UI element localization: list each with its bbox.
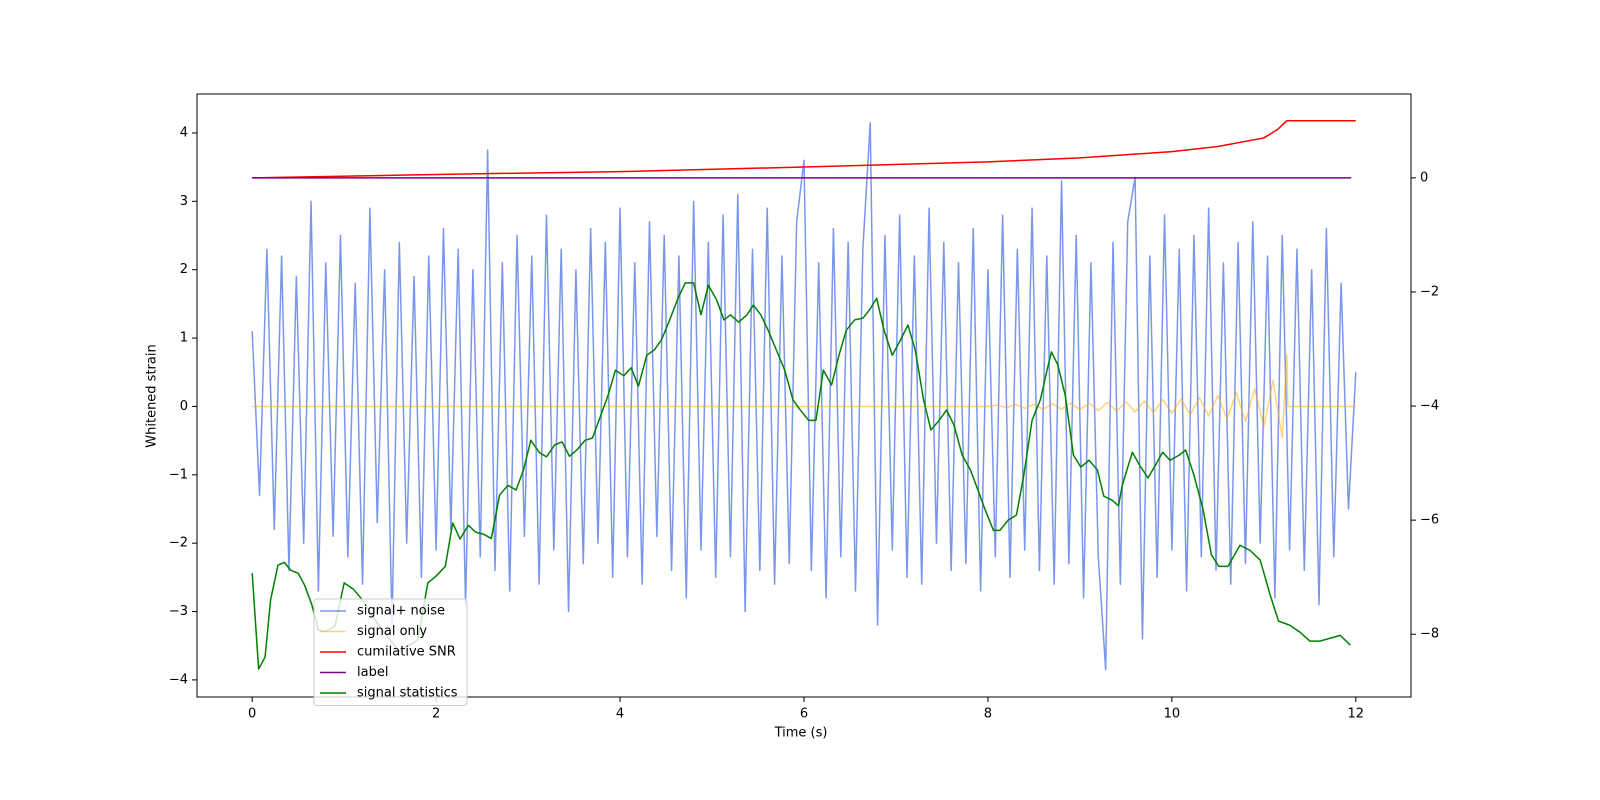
y-tick-label: −2 bbox=[169, 536, 188, 551]
y-axis-label: Whitened strain bbox=[145, 344, 160, 447]
x-tick-label: 4 bbox=[616, 707, 624, 722]
y-tick-label: 3 bbox=[180, 194, 188, 209]
x-tick-label: 12 bbox=[1348, 707, 1365, 722]
series-line bbox=[251, 121, 1357, 671]
y-tick-label: 2 bbox=[180, 262, 188, 277]
x-tick-label: 6 bbox=[800, 707, 808, 722]
plot-frame bbox=[196, 93, 1412, 698]
y2-tick-label: −2 bbox=[1420, 284, 1439, 299]
legend-label: signal statistics bbox=[357, 686, 458, 701]
legend-label: cumilative SNR bbox=[357, 645, 456, 660]
y-tick-label: 4 bbox=[180, 125, 188, 140]
x-tick-label: 2 bbox=[432, 707, 440, 722]
x-axis-label: Time (s) bbox=[774, 726, 828, 741]
legend-label: label bbox=[357, 665, 388, 680]
y2-tick-label: −4 bbox=[1420, 399, 1439, 414]
x-tick-label: 8 bbox=[984, 707, 992, 722]
y-tick-label: −3 bbox=[169, 604, 188, 619]
legend-label: signal+ noise bbox=[357, 604, 445, 619]
x-tick-label: 10 bbox=[1164, 707, 1181, 722]
y2-tick-label: 0 bbox=[1420, 170, 1428, 185]
series-line bbox=[252, 354, 1356, 438]
series-line bbox=[251, 282, 1351, 670]
x-tick-label: 0 bbox=[248, 707, 256, 722]
y-tick-label: 0 bbox=[180, 399, 188, 414]
y-tick-label: −1 bbox=[169, 467, 188, 482]
y2-tick-label: −6 bbox=[1420, 513, 1439, 528]
y-tick-label: −4 bbox=[169, 672, 188, 687]
series-line bbox=[252, 120, 1356, 179]
legend-label: signal only bbox=[357, 624, 427, 639]
y2-tick-label: −8 bbox=[1420, 627, 1439, 642]
y-tick-label: 1 bbox=[180, 331, 188, 346]
legend-box bbox=[313, 598, 468, 706]
